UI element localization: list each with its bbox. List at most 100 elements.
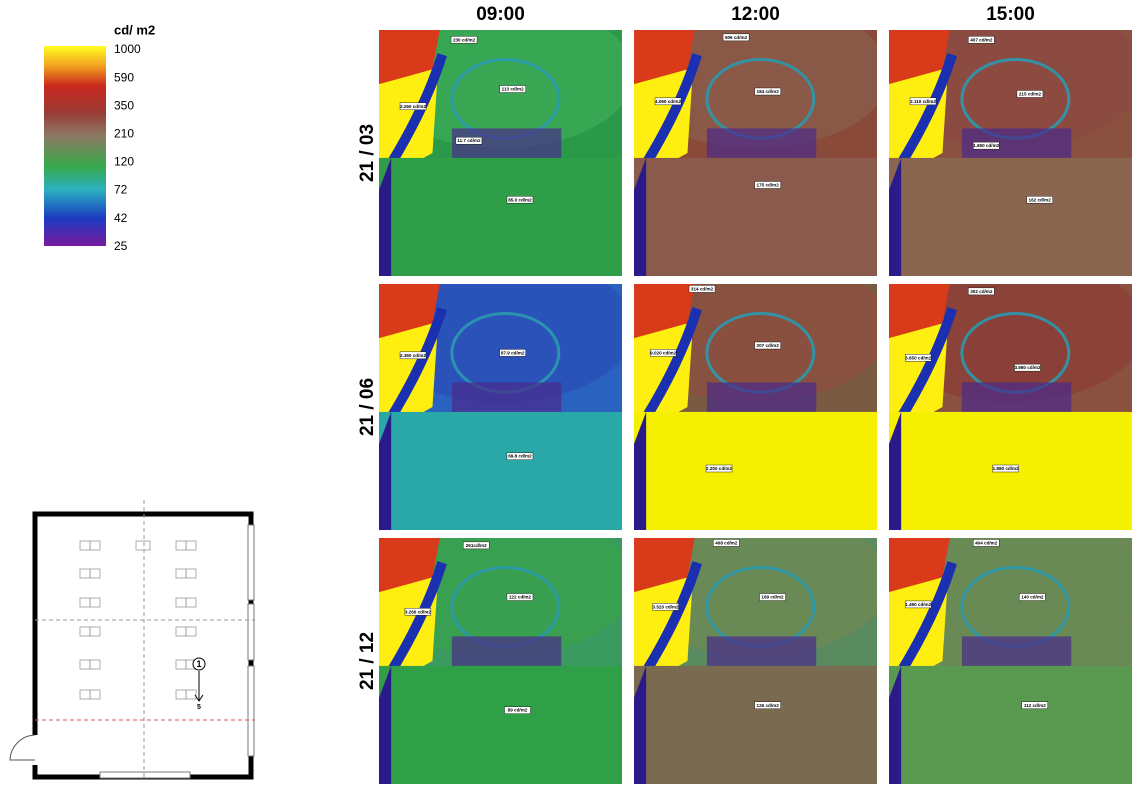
desk <box>176 627 186 636</box>
desk <box>186 690 196 699</box>
desk-surface <box>379 666 622 784</box>
luminance-label: 408 cd/m2 <box>715 540 738 545</box>
desk <box>176 660 186 669</box>
legend-tick: 120 <box>114 155 134 169</box>
luminance-label: 162 cd/m2 <box>1029 197 1052 202</box>
row-label: 21 / 06 <box>357 378 378 436</box>
desk <box>186 569 196 578</box>
luminance-label: 87.9 cd/m2 <box>501 350 525 355</box>
luminance-label: 3.980 cd/m2 <box>1014 365 1040 370</box>
desk-surface <box>889 666 1132 784</box>
luminance-label: 9.020 cd/m2 <box>650 350 676 355</box>
legend-tick: 25 <box>114 239 128 253</box>
legend-tick: 42 <box>114 211 128 225</box>
luminance-label: 2.110 cd/m2 <box>910 99 936 104</box>
ceiling-center <box>962 60 1069 139</box>
viewpoint-label: 1 <box>196 659 201 669</box>
desk-surface <box>889 158 1132 276</box>
legend-tick: 590 <box>114 70 134 84</box>
luminance-label: 113 cd/m2 <box>502 87 524 92</box>
desk <box>136 541 150 550</box>
row-label: 21 / 03 <box>357 124 378 182</box>
luminance-render: 302 cd/m2 3.650 cd/m2 3.980 cd/m2 1.880 cd/… <box>877 254 1132 530</box>
figure: cd/ m2 1000590350210120724225 1 5 09:001… <box>0 0 1132 784</box>
desk <box>90 569 100 578</box>
luminance-label: 1.880 cd/m2 <box>993 466 1019 471</box>
luminance-label: 3.650 cd/m2 <box>905 355 931 360</box>
desk-surface <box>634 666 877 784</box>
desk <box>176 569 186 578</box>
ceiling-center <box>962 314 1069 393</box>
luminance-label: 1.490 cd/m2 <box>905 602 931 607</box>
luminance-label: 122 cd/m2 <box>509 595 532 600</box>
desk <box>80 569 90 578</box>
desk <box>90 660 100 669</box>
desk-surface <box>634 158 877 276</box>
floor-plan: 1 5 <box>10 500 255 778</box>
desk <box>90 598 100 607</box>
luminance-label: 1.650 cd/m2 <box>973 143 999 148</box>
plan-walls <box>35 514 251 777</box>
desk <box>80 690 90 699</box>
ceiling-center <box>452 568 559 647</box>
desk <box>186 541 196 550</box>
color-scale <box>44 46 106 246</box>
luminance-render: 314 cd/m2 9.020 cd/m2 207 cd/m2 2.200 cd/m2 <box>622 254 889 530</box>
column-header: 09:00 <box>476 4 525 25</box>
desk <box>90 627 100 636</box>
legend-tick: 210 <box>114 126 134 140</box>
luminance-label: 184 cd/m2 <box>757 89 780 94</box>
desk <box>80 598 90 607</box>
furniture <box>707 382 816 412</box>
desk <box>80 660 90 669</box>
ceiling-center <box>707 568 814 647</box>
luminance-label: 404 cd/m2 <box>975 540 998 545</box>
legend-tick: 350 <box>114 98 134 112</box>
desk <box>80 541 90 550</box>
luminance-label: 2.360 cd/m2 <box>400 353 426 358</box>
window <box>100 772 190 778</box>
distance-label: 5 <box>197 704 201 711</box>
desk-surface <box>379 412 622 530</box>
furniture <box>962 382 1071 412</box>
column-header: 12:00 <box>731 4 780 25</box>
furniture <box>452 636 561 666</box>
window <box>248 666 254 756</box>
luminance-label: 261cd/m2 <box>466 543 487 548</box>
desk <box>186 627 196 636</box>
luminance-label: 169 cd/m2 <box>761 595 784 600</box>
ceiling-center <box>452 60 559 139</box>
luminance-label: 126 cd/m2 <box>757 703 780 708</box>
luminance-label: 2.200 cd/m2 <box>706 466 732 471</box>
furniture <box>452 382 561 412</box>
legend-tick: 72 <box>114 183 128 197</box>
furniture <box>707 636 816 666</box>
desk-surface <box>634 412 877 530</box>
window <box>248 525 254 600</box>
column-header: 15:00 <box>986 4 1035 25</box>
luminance-label: 69.8 cd/m2 <box>508 454 532 459</box>
furniture <box>707 128 816 158</box>
desk <box>80 627 90 636</box>
desk-surface <box>379 158 622 276</box>
luminance-label: 302 cd/m2 <box>970 289 993 294</box>
luminance-label: 207 cd/m2 <box>757 343 780 348</box>
desk <box>90 690 100 699</box>
luminance-render: 261cd/m2 3.260 cd/m2 122 cd/m2 89 cd/m2 <box>367 508 634 784</box>
luminance-label: 85.0 cd/m2 <box>508 197 532 202</box>
luminance-label: 11.7 cd/m2 <box>457 138 481 143</box>
furniture <box>962 636 1071 666</box>
desk <box>176 541 186 550</box>
luminance-label: 140 cd/m2 <box>1021 595 1044 600</box>
luminance-label: 506 cd/m2 <box>725 35 748 40</box>
luminance-label: 314 cd/m2 <box>691 286 714 291</box>
desk <box>176 690 186 699</box>
luminance-render: 230 cd/m2113 cd/m22.260 cd/m211.7 cd/m28… <box>367 0 634 276</box>
luminance-render: 2.360 cd/m2 87.9 cd/m2 69.8 cd/m2 <box>367 254 634 530</box>
luminance-label: 3.260 cd/m2 <box>405 609 431 614</box>
desk <box>176 598 186 607</box>
luminance-label: 89 cd/m2 <box>508 708 528 713</box>
luminance-label: 2.260 cd/m2 <box>400 104 426 109</box>
